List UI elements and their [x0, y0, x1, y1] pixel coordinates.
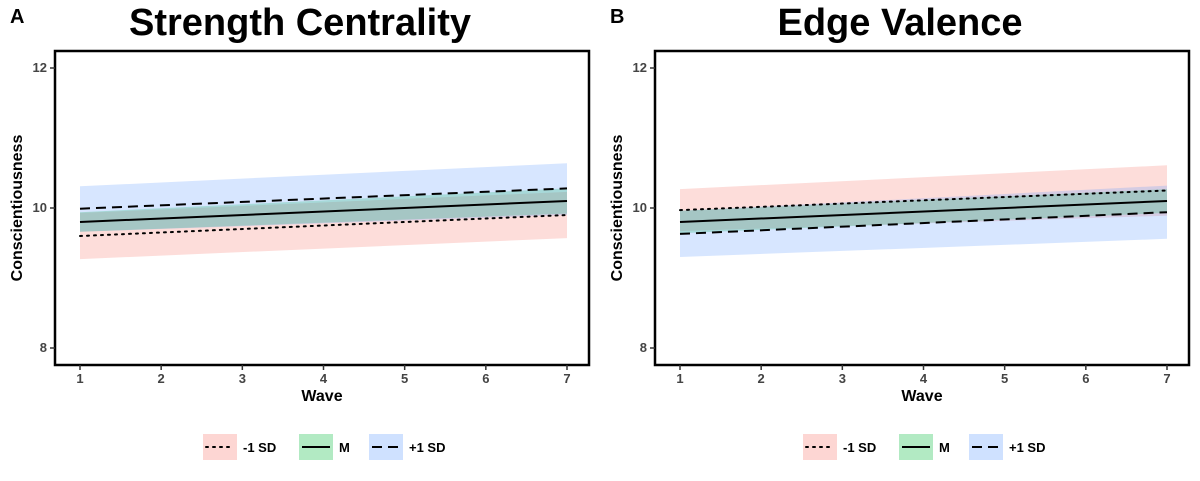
- legend-label: +1 SD: [1009, 440, 1046, 455]
- y-tick-label: 10: [33, 200, 47, 215]
- y-tick-label: 10: [633, 200, 647, 215]
- x-tick-label: 3: [239, 371, 246, 386]
- series-line--1 SD: [679, 189, 1168, 212]
- y-axis-label: Conscientiousness: [9, 135, 26, 282]
- x-tick-label: 2: [758, 371, 765, 386]
- x-tick-label: 7: [563, 371, 570, 386]
- chart-title: Strength Centrality: [128, 2, 472, 44]
- y-tick-label: 12: [33, 60, 47, 75]
- y-tick-label: 8: [640, 340, 647, 355]
- legend-label: M: [339, 440, 350, 455]
- chart-panel-b: B Edge Valence 8 10 12 1 2 3 4 5 6 7 Wave Conscient…: [600, 0, 1200, 481]
- x-tick-label: 4: [920, 371, 928, 386]
- legend-label: -1 SD: [843, 440, 876, 455]
- panel-letter: A: [10, 6, 25, 28]
- x-tick-label: 5: [401, 371, 408, 386]
- legend-label: -1 SD: [243, 440, 276, 455]
- panel-letter: B: [610, 6, 625, 28]
- y-tick-label: 12: [633, 60, 647, 75]
- x-tick-label: 3: [839, 371, 846, 386]
- ribbon--1 SD: [80, 191, 567, 260]
- x-tick-label: 1: [76, 371, 83, 386]
- legend-label: M: [939, 440, 950, 455]
- ribbon--1 SD: [680, 165, 1167, 232]
- x-tick-label: 2: [158, 371, 165, 386]
- y-axis-label: Conscientiousness: [609, 135, 626, 282]
- x-tick-label: 1: [676, 371, 683, 386]
- y-tick-label: 8: [40, 340, 47, 355]
- x-tick-label: 7: [1163, 371, 1170, 386]
- x-axis-label: Wave: [901, 388, 942, 405]
- x-tick-label: 6: [482, 371, 489, 386]
- ribbon-+1 SD: [680, 185, 1167, 257]
- x-tick-label: 5: [1001, 371, 1008, 386]
- series-line-+1 SD: [79, 187, 568, 210]
- series-line--1 SD: [79, 214, 568, 237]
- series-line-M: [79, 200, 568, 223]
- chart-panel-a: A Strength Centrality 8 10 12 1 2 3 4 5 6 7 Wave Co…: [9, 2, 591, 460]
- x-tick-label: 6: [1082, 371, 1089, 386]
- ribbon-+1 SD: [80, 163, 567, 232]
- x-tick-label: 4: [320, 371, 328, 386]
- series-line-M: [679, 200, 1168, 223]
- series-line-+1 SD: [679, 211, 1168, 235]
- ribbon-M: [80, 188, 567, 232]
- x-axis-label: Wave: [301, 388, 342, 405]
- legend-label: +1 SD: [409, 440, 446, 455]
- chart-title: Edge Valence: [777, 2, 1023, 44]
